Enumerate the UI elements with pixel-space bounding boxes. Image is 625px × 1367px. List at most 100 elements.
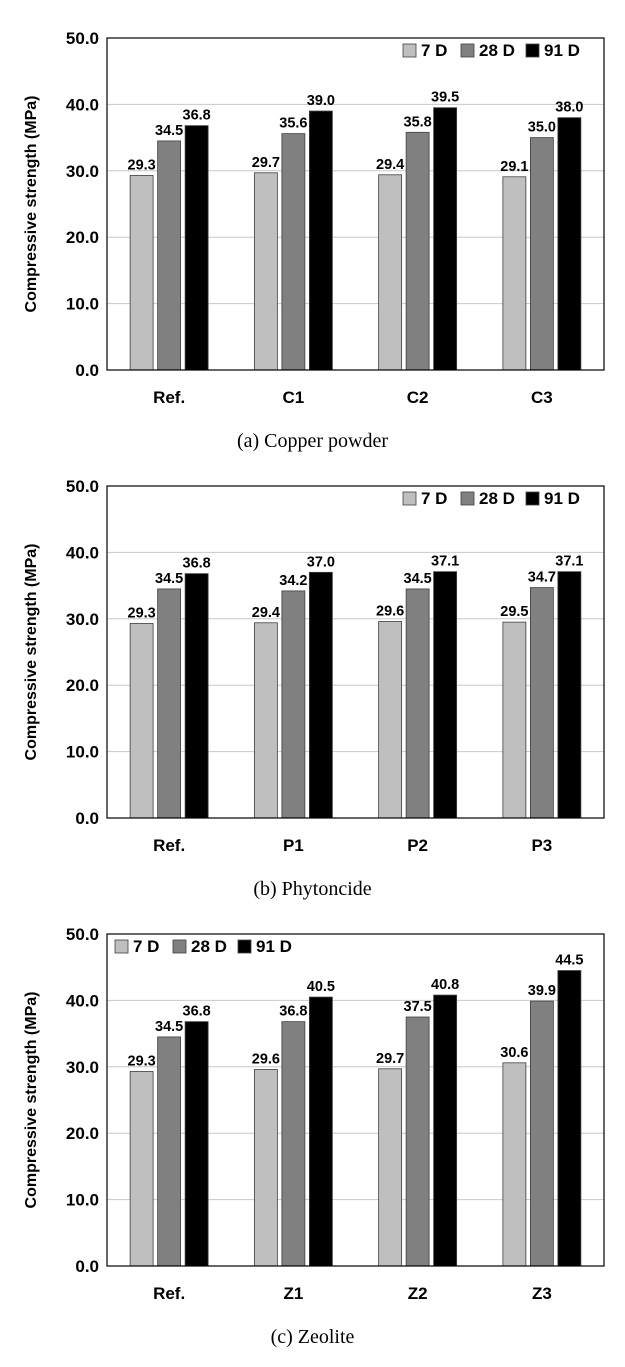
bar-28d: [405, 1016, 430, 1267]
data-label: 34.5: [155, 1019, 183, 1035]
x-tick-label: Ref.: [153, 388, 185, 407]
legend-label: 7 D: [421, 489, 447, 508]
legend-label: 91 D: [544, 41, 580, 60]
y-tick-label: 50.0: [66, 29, 99, 48]
x-tick-label: Z3: [532, 1284, 552, 1303]
bar-7d: [378, 1068, 403, 1267]
data-label: 37.1: [555, 554, 583, 570]
y-tick-label: 50.0: [66, 925, 99, 944]
x-tick-label: P2: [407, 836, 428, 855]
data-label: 37.1: [431, 554, 459, 570]
data-label: 29.4: [376, 157, 404, 173]
bar-28d: [529, 137, 554, 371]
bar-7d: [253, 622, 278, 819]
x-tick-label: C3: [531, 388, 553, 407]
data-label: 36.8: [183, 1004, 211, 1020]
data-label: 39.5: [431, 90, 459, 106]
x-tick-label: P1: [283, 836, 304, 855]
data-label: 29.4: [252, 605, 280, 621]
chart-caption: (c) Zeolite: [270, 1326, 355, 1348]
bar-28d: [157, 588, 182, 819]
chart-panel-phytoncide: 0.0 10.0 20.0 30.0 40.0 50.0 Compressive stren…: [0, 448, 625, 903]
bar-28d: [529, 587, 554, 819]
bar-7d: [502, 176, 527, 371]
legend-label: 91 D: [544, 489, 580, 508]
bar-28d: [529, 1000, 554, 1267]
legend-label: 28 D: [479, 489, 515, 508]
y-tick-label: 30.0: [66, 1058, 99, 1077]
legend-swatch: [402, 43, 417, 58]
bar-91d: [433, 994, 458, 1267]
chart-panel-copper-powder: 0.0 10.0 20.0 30.0 40.0 50.0 Compressive stren…: [0, 0, 625, 455]
y-tick-label: 30.0: [66, 162, 99, 181]
bar-28d: [157, 140, 182, 371]
x-tick-label: Z2: [408, 1284, 428, 1303]
legend-swatch: [402, 491, 417, 506]
bar-7d: [378, 174, 403, 371]
plot-frame: [106, 485, 605, 819]
y-tick-label: 20.0: [66, 676, 99, 695]
bar-91d: [557, 571, 582, 819]
data-label: 34.5: [155, 571, 183, 587]
data-label: 29.5: [500, 604, 528, 620]
data-label: 29.3: [128, 605, 156, 621]
data-label: 30.6: [500, 1045, 528, 1061]
data-label: 29.3: [128, 157, 156, 173]
y-tick-label: 20.0: [66, 1124, 99, 1143]
data-label: 34.2: [279, 573, 307, 589]
data-label: 29.7: [252, 155, 280, 171]
bar-7d: [502, 621, 527, 819]
x-tick-label: Ref.: [153, 1284, 185, 1303]
data-label: 36.8: [183, 556, 211, 572]
data-label: 35.8: [404, 114, 432, 130]
y-tick-label: 10.0: [66, 295, 99, 314]
chart-caption: (b) Phytoncide: [253, 878, 372, 900]
data-label: 39.9: [528, 983, 556, 999]
data-label: 29.6: [252, 1051, 280, 1067]
legend-swatch: [237, 939, 252, 954]
data-label: 39.0: [307, 93, 335, 109]
bar-28d: [281, 590, 306, 819]
legend-label: 7 D: [133, 937, 159, 956]
data-label: 36.8: [279, 1004, 307, 1020]
data-label: 34.5: [155, 123, 183, 139]
bar-7d: [378, 621, 403, 819]
legend-swatch: [525, 43, 540, 58]
bar-91d: [184, 1021, 209, 1267]
data-label: 29.3: [128, 1053, 156, 1069]
chart-caption: (a) Copper powder: [236, 430, 389, 452]
bar-7d: [253, 172, 278, 371]
bar-7d: [502, 1062, 527, 1267]
bar-91d: [433, 571, 458, 819]
y-tick-label: 20.0: [66, 228, 99, 247]
data-label: 35.6: [279, 116, 307, 132]
data-label: 34.7: [528, 570, 556, 586]
bar-7d: [253, 1069, 278, 1267]
legend-label: 7 D: [421, 41, 447, 60]
bar-7d: [129, 1071, 154, 1267]
data-label: 40.5: [307, 979, 335, 995]
bar-91d: [184, 125, 209, 371]
bar-chart-phytoncide: 0.0 10.0 20.0 30.0 40.0 50.0 Compressive stren…: [23, 477, 605, 855]
bar-91d: [308, 110, 333, 371]
bar-28d: [281, 133, 306, 371]
data-label: 34.5: [404, 571, 432, 587]
legend-swatch: [525, 491, 540, 506]
data-label: 29.1: [500, 159, 528, 175]
legend-label: 91 D: [256, 937, 292, 956]
bar-91d: [557, 117, 582, 371]
bar-7d: [129, 623, 154, 819]
data-label: 29.7: [376, 1051, 404, 1067]
y-tick-label: 40.0: [66, 991, 99, 1010]
y-tick-label: 50.0: [66, 477, 99, 496]
y-axis-label: Compressive strength (MPa): [23, 544, 40, 761]
bar-91d: [557, 970, 582, 1267]
y-tick-label: 0.0: [75, 361, 99, 380]
x-tick-label: Z1: [283, 1284, 303, 1303]
y-tick-label: 40.0: [66, 543, 99, 562]
data-label: 35.0: [528, 120, 556, 136]
bar-28d: [405, 131, 430, 371]
data-label: 37.5: [404, 999, 432, 1015]
data-label: 44.5: [555, 953, 583, 969]
bar-chart-copper-powder: 0.0 10.0 20.0 30.0 40.0 50.0 Compressive stren…: [23, 29, 605, 407]
